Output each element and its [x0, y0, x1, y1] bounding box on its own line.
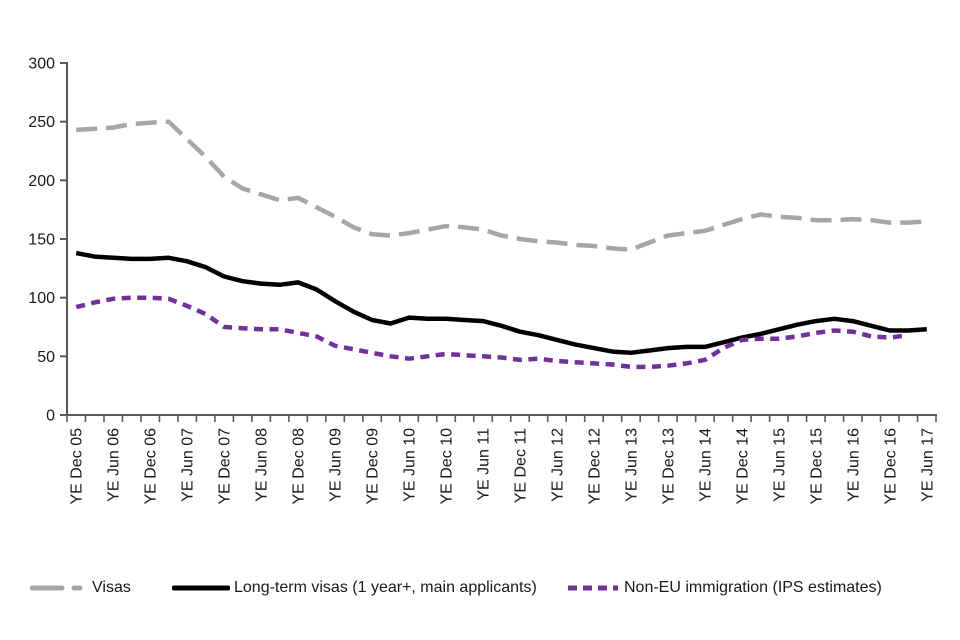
x-axis-tick-label: YE Dec 16 [882, 428, 899, 505]
legend-label-visas: Visas [92, 579, 131, 596]
x-axis-tick-label: YE Jun 09 [328, 428, 345, 502]
legend-label-long-term-visas: Long-term visas (1 year+, main applicant… [234, 579, 537, 596]
x-axis-tick-label: YE Jun 07 [180, 428, 197, 502]
x-axis-tick-label: YE Jun 16 [845, 428, 862, 502]
x-axis-tick-label: YE Jun 12 [549, 428, 566, 502]
x-axis-tick-label: YE Dec 12 [586, 428, 603, 505]
legend-marker-short-dash [568, 585, 618, 591]
x-axis-tick-label: YE Jun 10 [402, 428, 419, 502]
y-axis-tick-label: 150 [28, 232, 55, 249]
x-axis-tick-label: YE Jun 14 [697, 428, 714, 502]
y-axis-tick-label: 0 [46, 408, 55, 425]
line-chart: 0 50 100 150 200 250 300 YE Dec 05 YE Jun 06 YE D… [28, 56, 937, 505]
x-axis-tick-label: YE Dec 07 [217, 428, 234, 505]
legend-label-non-eu-immigration: Non-EU immigration (IPS estimates) [624, 579, 882, 596]
x-axis-tick-label: YE Jun 17 [919, 428, 936, 502]
legend-item-long-term-visas: Long-term visas (1 year+, main applicant… [172, 578, 537, 598]
x-axis-tick-label: YE Jun 13 [623, 428, 640, 502]
y-axis-tick-label: 300 [28, 56, 55, 73]
x-axis-tick-label: YE Dec 13 [660, 428, 677, 505]
legend-marker-solid-line [172, 585, 230, 591]
x-axis-tick-label: YE Jun 15 [771, 428, 788, 502]
x-axis-tick-label: YE Dec 06 [143, 428, 160, 505]
y-axis-tick-label: 50 [37, 349, 55, 366]
series-line-1 [75, 250, 927, 356]
legend-item-visas: Visas [30, 578, 131, 598]
x-axis-tick-label: YE Jun 11 [476, 428, 493, 501]
x-axis-tick-label: YE Dec 14 [734, 428, 751, 505]
x-axis-tick-label: YE Dec 09 [365, 428, 382, 505]
x-axis-tick-label: YE Jun 08 [254, 428, 271, 502]
series-line-2 [75, 295, 909, 370]
x-axis-tick-label: YE Jun 06 [106, 428, 123, 502]
series-line-0 [76, 119, 927, 252]
y-axis-tick-label: 200 [28, 173, 55, 190]
x-axis-tick-label: YE Dec 15 [808, 428, 825, 505]
x-axis-tick-label: YE Dec 05 [69, 428, 86, 505]
legend-item-non-eu-immigration: Non-EU immigration (IPS estimates) [566, 578, 882, 598]
x-axis-tick-label: YE Dec 08 [291, 428, 308, 505]
x-axis-tick-label: YE Dec 10 [439, 428, 456, 505]
x-axis-tick-label: YE Dec 11 [512, 428, 529, 503]
y-axis-tick-label: 100 [28, 290, 55, 307]
legend-marker-visas-dash [30, 585, 88, 591]
y-axis-tick-label: 250 [28, 114, 55, 131]
